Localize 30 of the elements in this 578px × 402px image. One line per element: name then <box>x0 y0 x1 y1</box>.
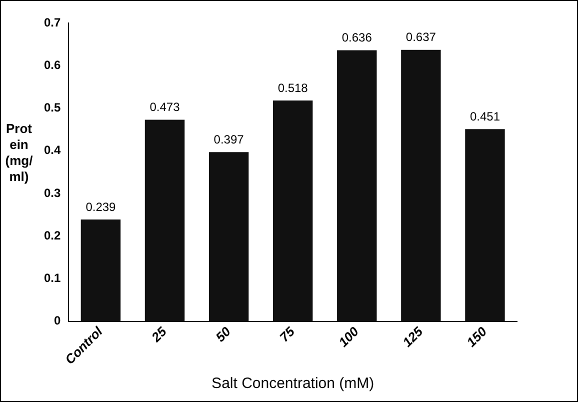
y-tick-label: 0 <box>54 314 61 328</box>
bar <box>208 152 249 322</box>
x-axis-title: Salt Concentration (mM) <box>212 375 374 392</box>
bar <box>144 120 185 322</box>
y-tick-label: 0.7 <box>44 15 61 30</box>
x-tick-label: 100 <box>336 323 362 350</box>
y-tick-label: 0.2 <box>44 228 61 242</box>
data-label: 0.397 <box>214 132 244 146</box>
data-label: 0.518 <box>278 80 308 95</box>
bar <box>465 129 505 322</box>
bar <box>337 50 377 322</box>
data-label: 0.637 <box>406 30 436 44</box>
y-tick-label: 0.3 <box>44 186 61 200</box>
data-label: 0.239 <box>86 200 116 214</box>
x-tick-label: 125 <box>400 323 426 350</box>
y-tick-label: 0.6 <box>44 58 61 72</box>
data-label: 0.473 <box>150 100 180 114</box>
y-tick-label: 0.1 <box>44 270 61 285</box>
x-tick-label: 150 <box>464 323 490 350</box>
bar <box>272 100 313 322</box>
y-axis-title: Protein (mg/ml) <box>5 121 33 185</box>
y-tick-label: 0.5 <box>44 100 61 115</box>
x-tick-label: 50 <box>212 323 234 345</box>
data-label: 0.636 <box>342 30 372 45</box>
x-tick-label: 75 <box>276 323 298 345</box>
data-label: 0.451 <box>470 109 500 124</box>
bar <box>80 219 121 322</box>
bar <box>401 50 441 322</box>
x-tick-label: 25 <box>148 323 170 346</box>
y-tick-label: 0.4 <box>44 143 61 158</box>
